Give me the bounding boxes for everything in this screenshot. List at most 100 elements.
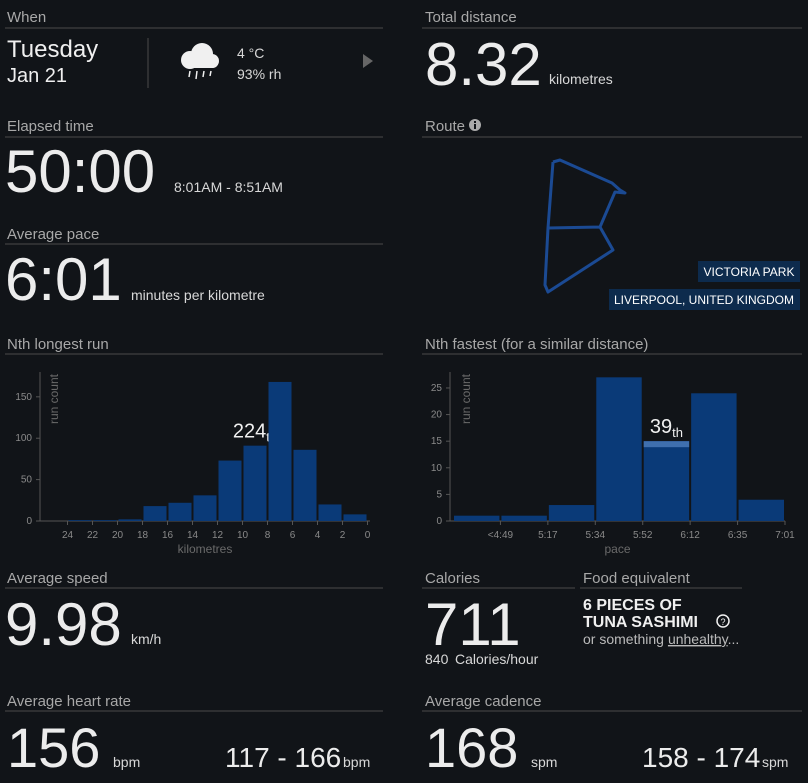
x-tick-label: 10 bbox=[237, 530, 249, 541]
place-box bbox=[698, 261, 800, 282]
x-tick-label: <4:49 bbox=[488, 530, 514, 541]
bar bbox=[243, 445, 267, 521]
bar bbox=[454, 515, 500, 521]
x-tick-label: 18 bbox=[137, 530, 149, 541]
bar bbox=[118, 519, 142, 521]
section-label: Average pace bbox=[7, 226, 99, 243]
x-tick-label: 5:34 bbox=[586, 530, 606, 541]
bar bbox=[318, 504, 342, 521]
y-tick-label: 15 bbox=[431, 436, 443, 447]
place-box bbox=[609, 289, 800, 310]
metric-value: 50:00 bbox=[5, 138, 155, 205]
bar bbox=[268, 381, 292, 521]
x-tick-label: 22 bbox=[87, 530, 99, 541]
y-tick-label: 0 bbox=[436, 516, 442, 527]
help-icon[interactable]: ? bbox=[716, 614, 730, 628]
place-label: VICTORIA PARK bbox=[704, 265, 795, 279]
section-label: Route bbox=[425, 118, 465, 135]
bar bbox=[643, 441, 690, 521]
bar bbox=[738, 499, 784, 521]
x-tick-label: 4 bbox=[315, 530, 321, 541]
x-tick-label: 5:52 bbox=[633, 530, 653, 541]
x-tick-label: 6 bbox=[290, 530, 296, 541]
x-tick-label: 20 bbox=[112, 530, 124, 541]
food-tail: or something unhealthy... bbox=[583, 631, 739, 647]
next-arrow[interactable] bbox=[363, 54, 373, 68]
day: Tuesday bbox=[7, 36, 98, 63]
dividers bbox=[5, 27, 802, 712]
section-label: Total distance bbox=[425, 9, 517, 26]
annotation: 39th bbox=[650, 416, 683, 440]
x-tick-label: 7:01 bbox=[775, 530, 795, 541]
highlight-band bbox=[643, 441, 690, 448]
metric-value: 6:01 bbox=[5, 246, 122, 313]
y-axis-label: run count bbox=[459, 373, 473, 424]
x-axis-label: kilometres bbox=[178, 542, 233, 556]
y-tick-label: 0 bbox=[26, 516, 32, 527]
metric-unit: spm bbox=[762, 754, 788, 770]
bar bbox=[548, 505, 595, 521]
y-tick-label: 50 bbox=[21, 475, 33, 486]
metric-value: 711 bbox=[425, 591, 521, 658]
humidity: 93% rh bbox=[237, 66, 281, 82]
metric-value: 9.98 bbox=[5, 591, 122, 658]
food-text: or something bbox=[583, 631, 664, 647]
metric-value: 156 bbox=[7, 716, 100, 779]
food-text: ... bbox=[728, 631, 740, 647]
calories-per-hour-unit: Calories/hour bbox=[455, 651, 539, 667]
date: Jan 21 bbox=[7, 65, 67, 87]
section-label: Food equivalent bbox=[583, 570, 691, 587]
section-label: When bbox=[7, 9, 46, 26]
y-tick-label: 25 bbox=[431, 383, 443, 394]
temperature: 4 °C bbox=[237, 45, 264, 61]
section-label: Average heart rate bbox=[7, 693, 131, 710]
food-line: TUNA SASHIMI bbox=[583, 614, 698, 631]
svg-text:?: ? bbox=[720, 617, 725, 627]
annotation-rank: 39 bbox=[650, 416, 672, 438]
calories-per-hour: 840 bbox=[425, 651, 449, 667]
bar bbox=[596, 377, 642, 521]
annotation-rank: 224 bbox=[233, 421, 266, 443]
metric-unit: minutes per kilometre bbox=[131, 287, 265, 303]
bar bbox=[501, 515, 547, 521]
metric-unit: km/h bbox=[131, 631, 161, 647]
y-tick-label: 20 bbox=[431, 410, 443, 421]
metric-value: 168 bbox=[425, 716, 518, 779]
metric-unit: 8:01AM - 8:51AM bbox=[174, 179, 283, 195]
route-path bbox=[543, 158, 627, 294]
x-tick-label: 24 bbox=[62, 530, 74, 541]
bar bbox=[143, 506, 167, 521]
x-tick-label: 8 bbox=[265, 530, 271, 541]
x-tick-label: 0 bbox=[365, 530, 371, 541]
y-tick-label: 150 bbox=[15, 392, 32, 403]
metric-unit: kilometres bbox=[549, 71, 613, 87]
metric-unit: spm bbox=[531, 754, 557, 770]
place-label: LIVERPOOL, UNITED KINGDOM bbox=[614, 293, 794, 307]
info-icon[interactable] bbox=[469, 119, 481, 131]
section-label: Nth fastest (for a similar distance) bbox=[425, 336, 648, 353]
section-label: Average speed bbox=[7, 570, 108, 587]
metric-value: 8.32 bbox=[425, 31, 542, 98]
x-tick-label: 6:35 bbox=[728, 530, 748, 541]
bar bbox=[168, 502, 192, 521]
x-tick-label: 12 bbox=[212, 530, 224, 541]
y-tick-label: 10 bbox=[431, 463, 443, 474]
bar bbox=[93, 520, 117, 521]
x-tick-label: 2 bbox=[340, 530, 346, 541]
section-label: Average cadence bbox=[425, 693, 541, 710]
annotation-suffix: th bbox=[672, 425, 683, 440]
x-axis-label: pace bbox=[604, 542, 630, 556]
y-tick-label: 5 bbox=[436, 489, 442, 500]
y-tick-label: 100 bbox=[15, 433, 32, 444]
food-link[interactable]: unhealthy bbox=[668, 631, 729, 647]
y-axis-label: run count bbox=[47, 373, 61, 424]
x-tick-label: 6:12 bbox=[680, 530, 700, 541]
bar bbox=[193, 495, 217, 521]
bar bbox=[293, 449, 317, 521]
section-label: Calories bbox=[425, 570, 480, 587]
metric-unit: bpm bbox=[113, 754, 140, 770]
metric-unit: bpm bbox=[343, 754, 370, 770]
